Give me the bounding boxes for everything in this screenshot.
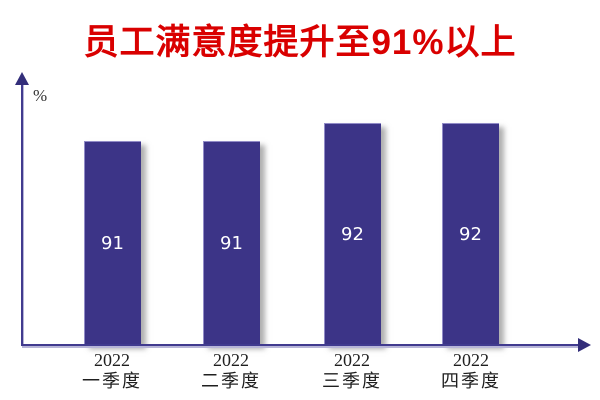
tick-year: 2022 <box>94 350 130 370</box>
bar-q4: 92 <box>442 123 499 345</box>
bar-q3: 92 <box>324 123 381 345</box>
y-axis <box>21 82 23 346</box>
bar-value-label: 92 <box>341 223 364 245</box>
x-tick-q3: 2022 三季度 <box>292 350 412 392</box>
tick-quarter: 三季度 <box>322 371 382 391</box>
y-axis-unit-label: % <box>33 86 48 105</box>
bar-q1: 91 <box>84 141 141 345</box>
tick-quarter: 四季度 <box>441 371 501 391</box>
tick-year: 2022 <box>334 350 370 370</box>
x-axis-arrow-icon <box>578 338 591 352</box>
x-axis <box>21 344 579 346</box>
tick-year: 2022 <box>213 350 249 370</box>
tick-year: 2022 <box>453 350 489 370</box>
x-tick-q4: 2022 四季度 <box>411 350 531 392</box>
bar-value-label: 91 <box>220 232 243 254</box>
bar-q2: 91 <box>203 141 260 345</box>
y-axis-arrow-icon <box>15 72 29 85</box>
bar-value-label: 92 <box>459 223 482 245</box>
x-tick-q2: 2022 二季度 <box>171 350 291 392</box>
tick-quarter: 二季度 <box>201 371 261 391</box>
chart-title: 员工满意度提升至91%以上 <box>83 23 517 62</box>
bar-value-label: 91 <box>101 232 124 254</box>
tick-quarter: 一季度 <box>82 371 142 391</box>
x-tick-q1: 2022 一季度 <box>52 350 172 392</box>
